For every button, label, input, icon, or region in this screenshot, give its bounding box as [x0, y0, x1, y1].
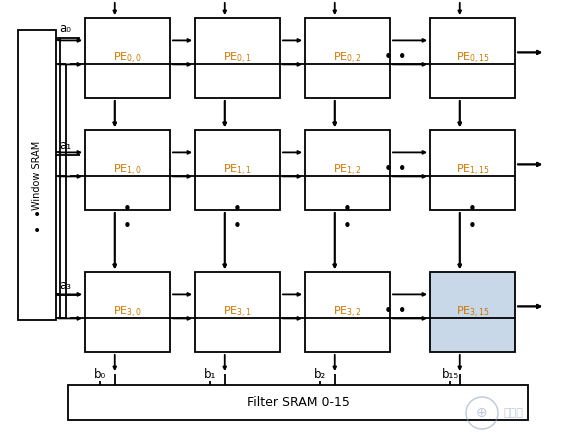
Text: PE$_{3,2}$: PE$_{3,2}$: [333, 304, 362, 320]
Text: •
•: • •: [123, 202, 132, 234]
FancyBboxPatch shape: [305, 272, 390, 352]
Text: •
•: • •: [233, 202, 242, 234]
FancyBboxPatch shape: [305, 130, 390, 210]
Text: a₁: a₁: [59, 139, 71, 152]
FancyBboxPatch shape: [85, 272, 170, 352]
FancyBboxPatch shape: [430, 18, 515, 98]
FancyBboxPatch shape: [195, 130, 280, 210]
Text: a₀: a₀: [59, 22, 71, 35]
FancyBboxPatch shape: [85, 130, 170, 210]
Text: • •: • •: [384, 304, 406, 320]
FancyBboxPatch shape: [305, 18, 390, 98]
Text: PE$_{1,2}$: PE$_{1,2}$: [333, 162, 362, 178]
FancyBboxPatch shape: [430, 272, 515, 352]
FancyBboxPatch shape: [68, 385, 528, 420]
FancyBboxPatch shape: [195, 18, 280, 98]
Text: a₃: a₃: [59, 279, 71, 292]
FancyBboxPatch shape: [18, 30, 56, 320]
Text: PE$_{1,1}$: PE$_{1,1}$: [223, 162, 252, 178]
Text: PE$_{1,15}$: PE$_{1,15}$: [456, 162, 490, 178]
Text: b₁₅: b₁₅: [441, 368, 458, 381]
Text: Window SRAM: Window SRAM: [32, 140, 42, 210]
Text: 日月辰: 日月辰: [503, 408, 523, 418]
Text: PE$_{3,1}$: PE$_{3,1}$: [223, 304, 252, 320]
Text: PE$_{0,1}$: PE$_{0,1}$: [223, 51, 252, 65]
Text: • •: • •: [384, 51, 406, 65]
Text: b₂: b₂: [314, 368, 326, 381]
Text: PE$_{0,2}$: PE$_{0,2}$: [333, 51, 362, 65]
Text: • •: • •: [384, 162, 406, 178]
FancyBboxPatch shape: [430, 130, 515, 210]
Text: ⊕: ⊕: [476, 406, 488, 420]
Text: •
•: • •: [468, 202, 477, 234]
FancyBboxPatch shape: [85, 18, 170, 98]
Text: •
•: • •: [33, 208, 41, 238]
Text: PE$_{1,0}$: PE$_{1,0}$: [113, 162, 142, 178]
Text: b₀: b₀: [94, 368, 106, 381]
FancyBboxPatch shape: [195, 272, 280, 352]
Text: PE$_{3,0}$: PE$_{3,0}$: [113, 304, 142, 320]
Text: Filter SRAM 0-15: Filter SRAM 0-15: [247, 396, 349, 409]
Text: PE$_{0,15}$: PE$_{0,15}$: [456, 51, 490, 65]
Text: b₁: b₁: [204, 368, 216, 381]
Text: PE$_{3,15}$: PE$_{3,15}$: [456, 304, 490, 320]
Text: PE$_{0,0}$: PE$_{0,0}$: [113, 51, 142, 65]
Text: •
•: • •: [343, 202, 352, 234]
